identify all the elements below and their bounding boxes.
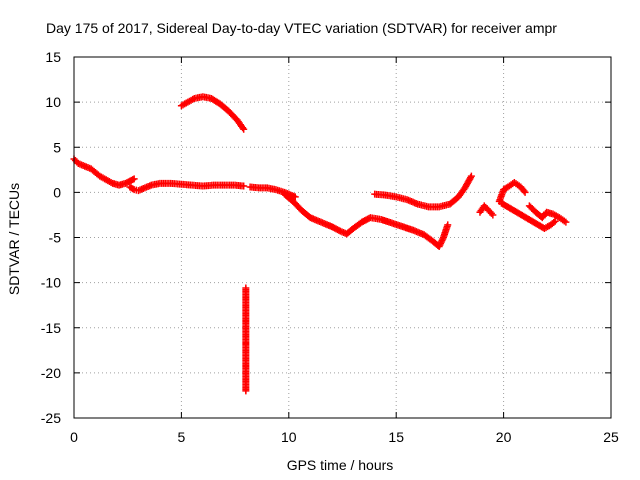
y-axis-label: SDTVAR / TECUs (6, 183, 22, 295)
data-point (562, 218, 570, 226)
y-tick-label: 5 (53, 139, 61, 155)
data-point (240, 125, 248, 133)
data-point-trace (129, 176, 137, 184)
y-tick-label: -5 (49, 230, 62, 246)
x-tick-label: 10 (281, 429, 297, 445)
x-tick-label: 0 (70, 429, 78, 445)
data-point-trace (487, 209, 495, 217)
tick-labels: 0 5 10 15 20 25 -25 -20 -15 -10 -5 0 5 10 15 (41, 49, 619, 445)
data-points (70, 93, 570, 395)
x-tick-label: 5 (178, 429, 186, 445)
x-tick-label: 15 (388, 429, 404, 445)
y-tick-label: 10 (45, 94, 61, 110)
data-point-trace (467, 174, 475, 182)
y-tick-label: -15 (41, 320, 61, 336)
x-tick-label: 20 (496, 429, 512, 445)
data-point (489, 211, 497, 219)
data-point (291, 193, 299, 201)
data-point-trace (520, 187, 528, 195)
data-point (240, 182, 248, 190)
data-point (467, 172, 475, 180)
data-point-trace (550, 218, 558, 226)
y-tick-label: -25 (41, 410, 61, 426)
data-point (551, 217, 559, 225)
y-tick-label: 0 (53, 184, 61, 200)
data-point-trace (129, 185, 137, 193)
x-tick-label: 25 (603, 429, 619, 445)
grid (74, 57, 611, 418)
data-point (242, 387, 250, 395)
data-point-trace (239, 124, 247, 132)
chart-title: Day 175 of 2017, Sidereal Day-to-day VTE… (46, 20, 557, 36)
y-tick-label: -10 (41, 275, 61, 291)
data-point (130, 175, 138, 183)
data-point (444, 221, 452, 229)
y-tick-label: -20 (41, 365, 61, 381)
plot-frame (73, 56, 612, 419)
x-axis-label: GPS time / hours (287, 457, 394, 473)
data-point (521, 188, 529, 196)
y-tick-label: 15 (45, 49, 61, 65)
